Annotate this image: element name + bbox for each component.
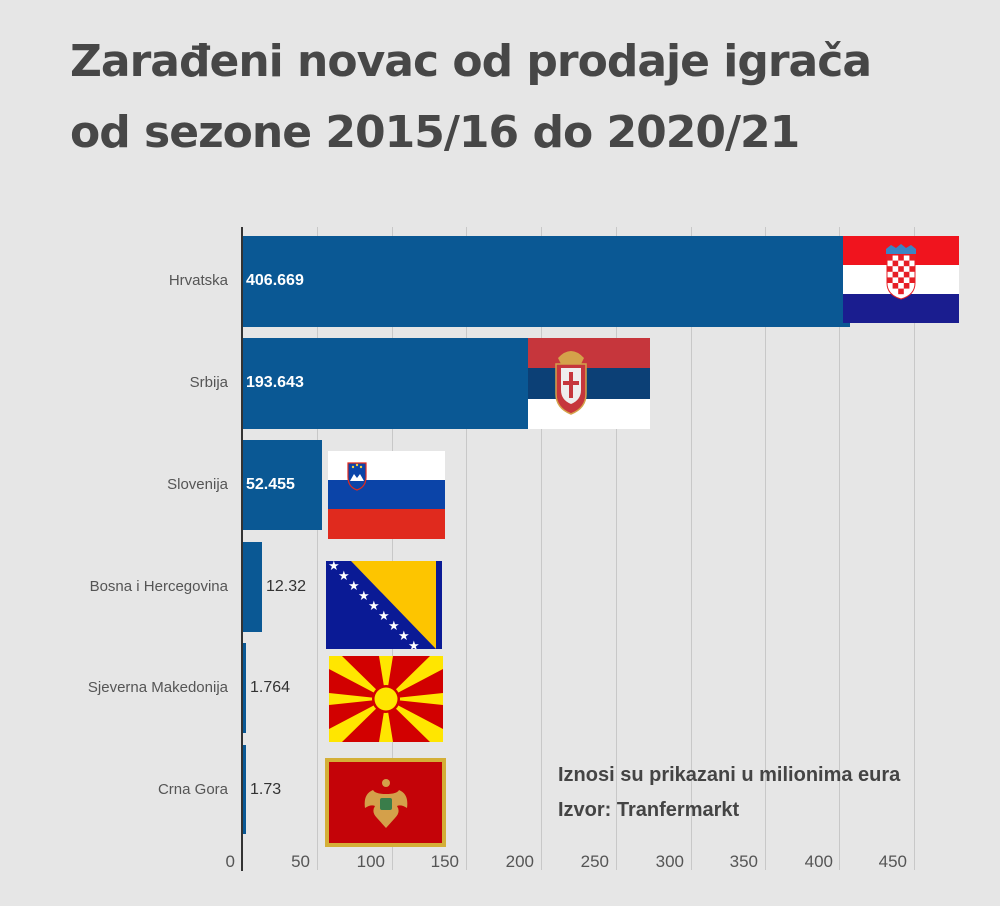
bar-hrvatska	[243, 236, 850, 327]
bosnia-flag-icon: ★★★ ★★★ ★★★	[326, 561, 442, 649]
x-tick-label: 300	[655, 852, 684, 871]
title-line-2: od sezone 2015/16 do 2020/21	[70, 107, 800, 158]
gridline	[765, 227, 766, 870]
x-tick-label: 100	[356, 852, 385, 871]
svg-text:★: ★	[358, 589, 370, 604]
svg-text:★: ★	[388, 619, 400, 634]
source-note: Izvor: Tranfermarkt	[558, 799, 740, 821]
value-label: 406.669	[246, 272, 304, 289]
svg-text:★: ★	[368, 599, 380, 614]
gridline	[616, 227, 617, 870]
x-tick-label: 0	[225, 852, 235, 871]
gridline	[317, 227, 318, 870]
value-label: 1.764	[250, 679, 291, 696]
x-tick-label: 150	[430, 852, 459, 871]
gridline	[914, 227, 915, 870]
x-tick-label: 50	[291, 852, 310, 871]
bar-srbija	[243, 338, 528, 429]
svg-text:★: ★	[408, 639, 420, 649]
bar-slovenija	[243, 440, 322, 530]
bar-makedonija	[243, 643, 246, 733]
value-label: 193.643	[246, 374, 304, 391]
value-label: 1.73	[250, 781, 282, 798]
slovenia-flag-icon	[328, 451, 445, 539]
value-label: 52.455	[246, 476, 295, 493]
category-label: Hrvatska	[168, 272, 228, 289]
gridline	[392, 227, 393, 870]
category-label: Slovenija	[167, 476, 228, 493]
units-note: Iznosi su prikazani u milionima eura	[558, 764, 901, 786]
north-macedonia-flag-icon	[329, 656, 443, 742]
svg-text:★: ★	[338, 569, 350, 584]
montenegro-flag-icon	[325, 758, 446, 847]
svg-text:★: ★	[328, 561, 340, 574]
x-tick-label: 400	[804, 852, 833, 871]
category-label: Srbija	[189, 374, 228, 391]
serbia-flag-icon	[528, 338, 650, 429]
gridline	[839, 227, 840, 870]
svg-text:★: ★	[348, 579, 360, 594]
category-label: Bosna i Hercegovina	[89, 578, 228, 595]
value-label: 12.32	[266, 578, 307, 595]
gridline	[466, 227, 467, 870]
y-axis-line	[241, 227, 243, 871]
category-label: Crna Gora	[157, 781, 228, 798]
bar-bosna	[243, 542, 262, 632]
x-tick-label: 450	[878, 852, 907, 871]
svg-text:★: ★	[378, 609, 390, 624]
svg-text:★: ★	[398, 629, 410, 644]
croatia-flag-icon	[843, 236, 959, 323]
title-line-1: Zarađeni novac od prodaje igrača	[70, 36, 872, 87]
gridline	[541, 227, 542, 870]
x-tick-label: 350	[729, 852, 758, 871]
x-tick-label: 250	[580, 852, 609, 871]
x-tick-label: 200	[505, 852, 534, 871]
bar-crna-gora	[243, 745, 246, 834]
gridline	[691, 227, 692, 870]
category-label: Sjeverna Makedonija	[87, 679, 228, 696]
